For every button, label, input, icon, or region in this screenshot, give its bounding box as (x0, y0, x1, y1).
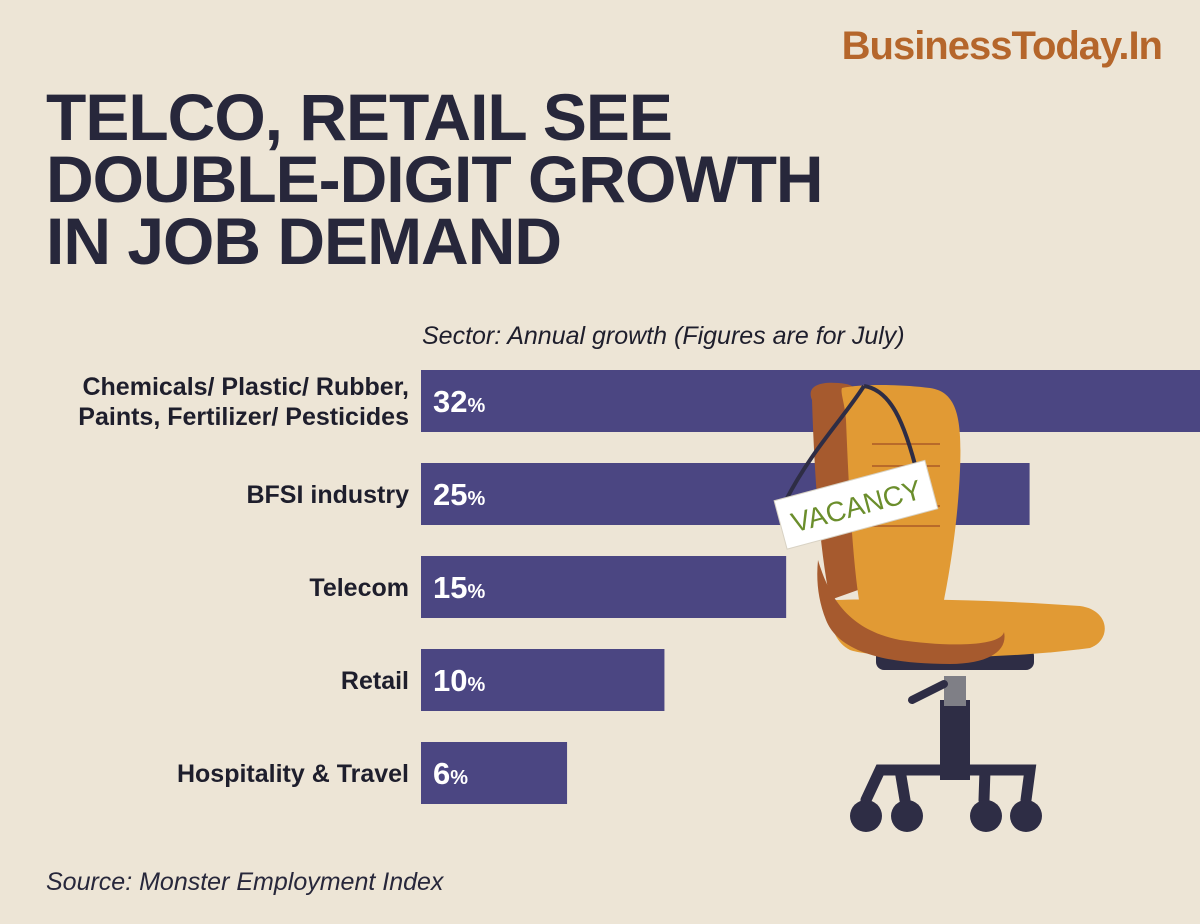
office-chair-illustration: VACANCY (773, 382, 1105, 832)
chart-subtitle: Sector: Annual growth (Figures are for J… (422, 322, 905, 350)
bar-3 (421, 649, 665, 711)
chair-lever (908, 680, 948, 704)
chart-title: TELCO, RETAIL SEE DOUBLE-DIGIT GROWTH IN… (46, 80, 1046, 278)
brand-logo: BusinessToday.In (841, 24, 1163, 68)
title-line-3: IN JOB DEMAND (46, 204, 562, 278)
chair-wheel (1010, 800, 1042, 832)
bar-value-label: 32% (433, 384, 485, 419)
chair-wheel (850, 800, 882, 832)
category-label: Hospitality & Travel (177, 760, 409, 788)
bars-layer: 32% Chemicals/ Plastic/ Rubber, Paints, Fe… (78, 370, 1200, 804)
chair-column-chrome (944, 676, 966, 706)
bar-2 (421, 556, 787, 618)
chair-seat-shadow (817, 560, 1005, 664)
vacancy-sign (773, 459, 939, 550)
category-label: Retail (341, 667, 409, 695)
bar-value-label: 25% (433, 477, 485, 512)
bar-value-label: 15% (433, 570, 485, 605)
title-line-1: TELCO, RETAIL SEE (46, 80, 673, 154)
source-note: Source: Monster Employment Index (46, 868, 444, 896)
sign-string (784, 384, 920, 501)
bar-value-label: 10% (433, 663, 485, 698)
chair-wheel (970, 800, 1002, 832)
bar-value-label: 6% (433, 756, 468, 791)
title-line-2: DOUBLE-DIGIT GROWTH (46, 142, 824, 216)
chair-wheel (891, 800, 923, 832)
bar-0 (421, 370, 1200, 432)
category-label: Chemicals/ Plastic/ Rubber, Paints, Ferti… (78, 373, 409, 431)
category-label: Telecom (309, 574, 409, 602)
bar-4 (421, 742, 568, 804)
category-label: BFSI industry (246, 481, 409, 509)
chair-column (940, 700, 970, 780)
